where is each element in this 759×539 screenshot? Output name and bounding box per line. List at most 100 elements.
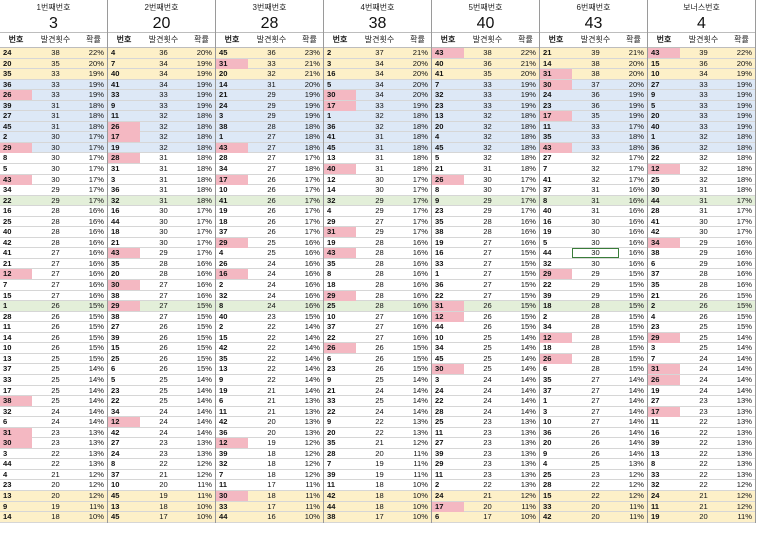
cell-probability[interactable]: 19%: [304, 90, 320, 100]
cell-probability[interactable]: 14%: [520, 374, 536, 384]
cell-number[interactable]: 35: [111, 258, 120, 268]
cell-probability[interactable]: 19%: [88, 79, 104, 89]
cell-number[interactable]: 11: [327, 480, 336, 490]
cell-probability[interactable]: 16%: [304, 248, 320, 258]
cell-probability[interactable]: 16%: [304, 269, 320, 279]
cell-probability[interactable]: 19%: [88, 69, 104, 79]
cell-count[interactable]: 33: [699, 111, 708, 121]
cell-probability[interactable]: 13%: [88, 427, 104, 437]
cell-count[interactable]: 32: [483, 132, 492, 142]
cell-number[interactable]: 22: [435, 396, 444, 406]
cell-number[interactable]: 12: [108, 417, 140, 428]
cell-count[interactable]: 28: [375, 301, 384, 311]
cell-number[interactable]: 41: [219, 195, 228, 205]
cell-number[interactable]: 33: [111, 90, 120, 100]
cell-number[interactable]: 23: [111, 385, 120, 395]
cell-probability[interactable]: 16%: [412, 248, 428, 258]
cell-probability[interactable]: 17%: [196, 227, 212, 237]
cell-count[interactable]: 32: [699, 174, 708, 184]
cell-number[interactable]: 5: [3, 164, 8, 174]
cell-count[interactable]: 29: [51, 195, 60, 205]
cell-number[interactable]: 45: [219, 48, 228, 57]
cell-probability[interactable]: 11%: [629, 501, 644, 511]
cell-probability[interactable]: 17%: [628, 164, 644, 174]
cell-number[interactable]: 31: [432, 301, 464, 312]
cell-count[interactable]: 28: [483, 227, 492, 237]
cell-number[interactable]: 2: [219, 322, 224, 332]
cell-count[interactable]: 32: [591, 153, 600, 163]
cell-probability[interactable]: 20%: [412, 58, 428, 68]
cell-probability[interactable]: 12%: [520, 490, 536, 500]
cell-number[interactable]: 42: [219, 417, 228, 427]
cell-count[interactable]: 27: [267, 153, 276, 163]
cell-probability[interactable]: 15%: [88, 353, 104, 363]
cell-count[interactable]: 26: [51, 301, 60, 311]
cell-count[interactable]: 24: [159, 406, 168, 416]
cell-number[interactable]: 2: [3, 132, 8, 142]
cell-probability[interactable]: 20%: [628, 79, 644, 89]
cell-count[interactable]: 31: [375, 164, 384, 174]
cell-number[interactable]: 28: [651, 206, 660, 216]
cell-count[interactable]: 25: [51, 385, 60, 395]
cell-number[interactable]: 23: [543, 100, 552, 110]
cell-number[interactable]: 38: [111, 311, 120, 321]
cell-probability[interactable]: 15%: [412, 364, 428, 374]
cell-probability[interactable]: 14%: [196, 374, 212, 384]
cell-number[interactable]: 43: [0, 174, 32, 185]
cell-number[interactable]: 23: [3, 480, 12, 490]
cell-number[interactable]: 3: [219, 111, 224, 121]
cell-probability[interactable]: 14%: [412, 374, 428, 384]
cell-probability[interactable]: 17%: [88, 185, 104, 195]
cell-probability[interactable]: 15%: [196, 364, 212, 374]
cell-count[interactable]: 38: [483, 48, 492, 57]
cell-probability[interactable]: 18%: [412, 121, 428, 131]
cell-count[interactable]: 24: [267, 258, 276, 268]
cell-probability[interactable]: 13%: [304, 396, 320, 406]
cell-number[interactable]: 13: [327, 153, 336, 163]
cell-probability[interactable]: 17%: [520, 195, 536, 205]
cell-number[interactable]: 24: [651, 490, 660, 500]
cell-probability[interactable]: 14%: [88, 374, 104, 384]
cell-probability[interactable]: 17%: [304, 153, 320, 163]
cell-number[interactable]: 29: [0, 142, 32, 153]
cell-probability[interactable]: 12%: [304, 469, 320, 479]
cell-probability[interactable]: 23%: [304, 48, 320, 57]
cell-number[interactable]: 16: [216, 269, 248, 280]
cell-probability[interactable]: 12%: [304, 438, 320, 448]
cell-probability[interactable]: 22%: [88, 48, 104, 57]
cell-number[interactable]: 34: [3, 185, 12, 195]
cell-probability[interactable]: 16%: [88, 237, 104, 247]
cell-number[interactable]: 4: [327, 206, 332, 216]
cell-number[interactable]: 38: [219, 121, 228, 131]
cell-count[interactable]: 37: [591, 79, 600, 89]
cell-count[interactable]: 30: [591, 216, 600, 226]
cell-number[interactable]: 35: [435, 216, 444, 226]
cell-count[interactable]: 27: [375, 332, 384, 342]
cell-count[interactable]: 26: [159, 353, 168, 363]
cell-number[interactable]: 22: [327, 332, 336, 342]
cell-count[interactable]: 23: [159, 448, 168, 458]
cell-probability[interactable]: 16%: [628, 237, 644, 247]
cell-count[interactable]: 18: [267, 490, 276, 500]
cell-number[interactable]: 36: [327, 121, 336, 131]
cell-number[interactable]: 33: [543, 501, 552, 511]
cell-number[interactable]: 43: [216, 142, 248, 153]
cell-probability[interactable]: 18%: [736, 185, 752, 195]
cell-probability[interactable]: 17%: [88, 195, 104, 205]
cell-number[interactable]: 27: [435, 438, 444, 448]
cell-probability[interactable]: 16%: [628, 206, 644, 216]
cell-number[interactable]: 10: [327, 311, 336, 321]
cell-probability[interactable]: 14%: [304, 343, 320, 353]
cell-probability[interactable]: 14%: [304, 353, 320, 363]
cell-count[interactable]: 26: [375, 343, 384, 353]
cell-number[interactable]: 21: [3, 258, 12, 268]
cell-count[interactable]: 28: [375, 280, 384, 290]
cell-number[interactable]: 26: [0, 90, 32, 101]
cell-count[interactable]: 21: [699, 501, 708, 511]
cell-count[interactable]: 27: [591, 396, 600, 406]
cell-number[interactable]: 29: [648, 332, 680, 343]
cell-probability[interactable]: 18%: [304, 142, 320, 152]
cell-probability[interactable]: 11%: [197, 490, 212, 500]
cell-number[interactable]: 19: [651, 512, 660, 522]
cell-probability[interactable]: 20%: [88, 58, 104, 68]
